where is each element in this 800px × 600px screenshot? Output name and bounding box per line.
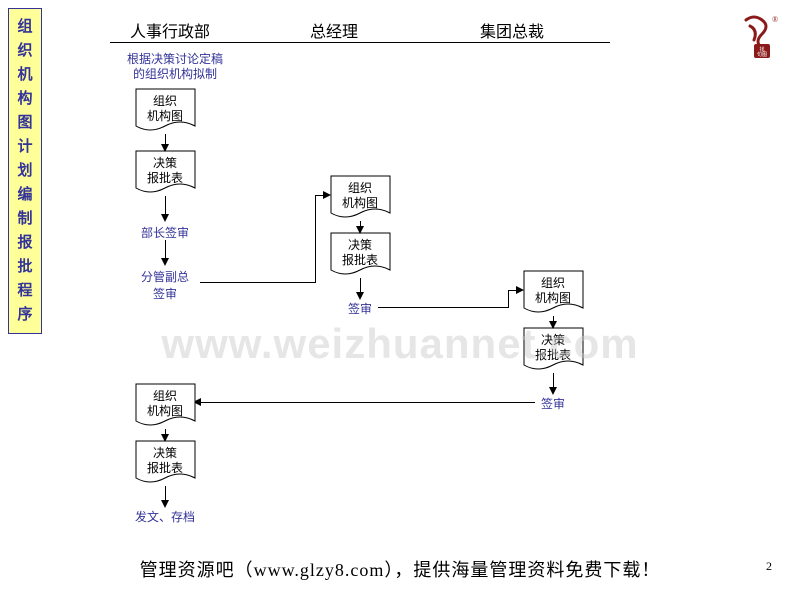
arrow-head-icon xyxy=(549,321,557,329)
svg-text:决策: 决策 xyxy=(541,333,565,347)
svg-text:®: ® xyxy=(772,15,778,24)
doc-org-chart-4: 组织 机构图 xyxy=(135,383,197,431)
sidebar-char: 报 xyxy=(9,231,41,255)
column-headers: 人事行政部 总经理 集团总裁 xyxy=(110,18,610,43)
footer-text: 管理资源吧（www.glzy8.com），提供海量管理资料免费下载！ xyxy=(0,556,800,582)
svg-text:报批表: 报批表 xyxy=(535,347,571,362)
col-header-1: 人事行政部 xyxy=(130,18,210,42)
sidebar-char: 机 xyxy=(9,63,41,87)
arrow-head-icon xyxy=(516,286,524,294)
page-number: 2 xyxy=(766,559,772,574)
label-archive: 发文、存档 xyxy=(130,508,200,525)
arrow-head-icon xyxy=(161,144,169,152)
arrow-head-icon xyxy=(323,191,331,199)
arrow-head-icon xyxy=(161,258,169,266)
svg-text:报批表: 报批表 xyxy=(147,170,183,185)
arrow xyxy=(508,290,509,308)
svg-text:组织: 组织 xyxy=(348,181,372,195)
label-dept-sign: 部长签审 xyxy=(135,224,195,241)
sidebar-char: 划 xyxy=(9,159,41,183)
doc-org-chart-1: 组织 机构图 xyxy=(135,88,197,136)
arrow-head-icon xyxy=(356,226,364,234)
svg-text:报批表: 报批表 xyxy=(342,252,378,267)
doc-org-chart-2: 组织 机构图 xyxy=(330,175,392,223)
label-sign-2: 签审 xyxy=(538,395,568,412)
label-sign-1: 签审 xyxy=(345,300,375,317)
sidebar-char: 制 xyxy=(9,207,41,231)
arrow xyxy=(165,240,166,260)
sidebar-title: 组 织 机 构 图 计 划 编 制 报 批 程 序 xyxy=(8,8,42,334)
seal-stamp-icon: ® 找 句图 xyxy=(740,12,782,60)
sidebar-char: 编 xyxy=(9,183,41,207)
note-top: 根据决策讨论定稿的组织机构拟制 xyxy=(110,52,240,82)
col-header-3: 集团总裁 xyxy=(480,18,544,42)
arrow xyxy=(165,196,166,216)
svg-text:决策: 决策 xyxy=(153,446,177,460)
sidebar-char: 织 xyxy=(9,39,41,63)
svg-text:句图: 句图 xyxy=(757,51,767,58)
svg-text:机构图: 机构图 xyxy=(147,108,183,123)
watermark-text: www.weizhuannet.com xyxy=(161,320,638,368)
doc-approval-form-3: 决策 报批表 xyxy=(523,327,585,375)
svg-text:机构图: 机构图 xyxy=(342,195,378,210)
svg-text:组织: 组织 xyxy=(153,94,177,108)
svg-text:组织: 组织 xyxy=(541,276,565,290)
sidebar-char: 构 xyxy=(9,87,41,111)
arrow-head-icon xyxy=(549,387,557,395)
arrow xyxy=(200,282,315,283)
sidebar-char: 组 xyxy=(9,15,41,39)
label-vp-sign: 分管副总签审 xyxy=(130,268,200,302)
arrow-head-icon xyxy=(161,214,169,222)
doc-approval-form-1: 决策 报批表 xyxy=(135,150,197,198)
arrow xyxy=(200,402,535,403)
arrow-head-icon xyxy=(161,500,169,508)
svg-text:机构图: 机构图 xyxy=(147,403,183,418)
sidebar-char: 图 xyxy=(9,111,41,135)
arrow-head-icon xyxy=(161,434,169,442)
arrow-head-icon xyxy=(193,398,201,406)
svg-text:组织: 组织 xyxy=(153,389,177,403)
arrow xyxy=(315,195,316,283)
sidebar-char: 批 xyxy=(9,255,41,279)
svg-text:机构图: 机构图 xyxy=(535,290,571,305)
doc-approval-form-2: 决策 报批表 xyxy=(330,232,392,280)
sidebar-char: 程 xyxy=(9,279,41,303)
sidebar-char: 计 xyxy=(9,135,41,159)
doc-org-chart-3: 组织 机构图 xyxy=(523,270,585,318)
svg-text:决策: 决策 xyxy=(153,156,177,170)
svg-text:报批表: 报批表 xyxy=(147,460,183,475)
arrow xyxy=(378,307,508,308)
svg-text:决策: 决策 xyxy=(348,238,372,252)
sidebar-char: 序 xyxy=(9,303,41,327)
col-header-2: 总经理 xyxy=(310,18,358,42)
doc-approval-form-4: 决策 报批表 xyxy=(135,440,197,488)
svg-text:找: 找 xyxy=(759,46,764,53)
arrow-head-icon xyxy=(356,292,364,300)
